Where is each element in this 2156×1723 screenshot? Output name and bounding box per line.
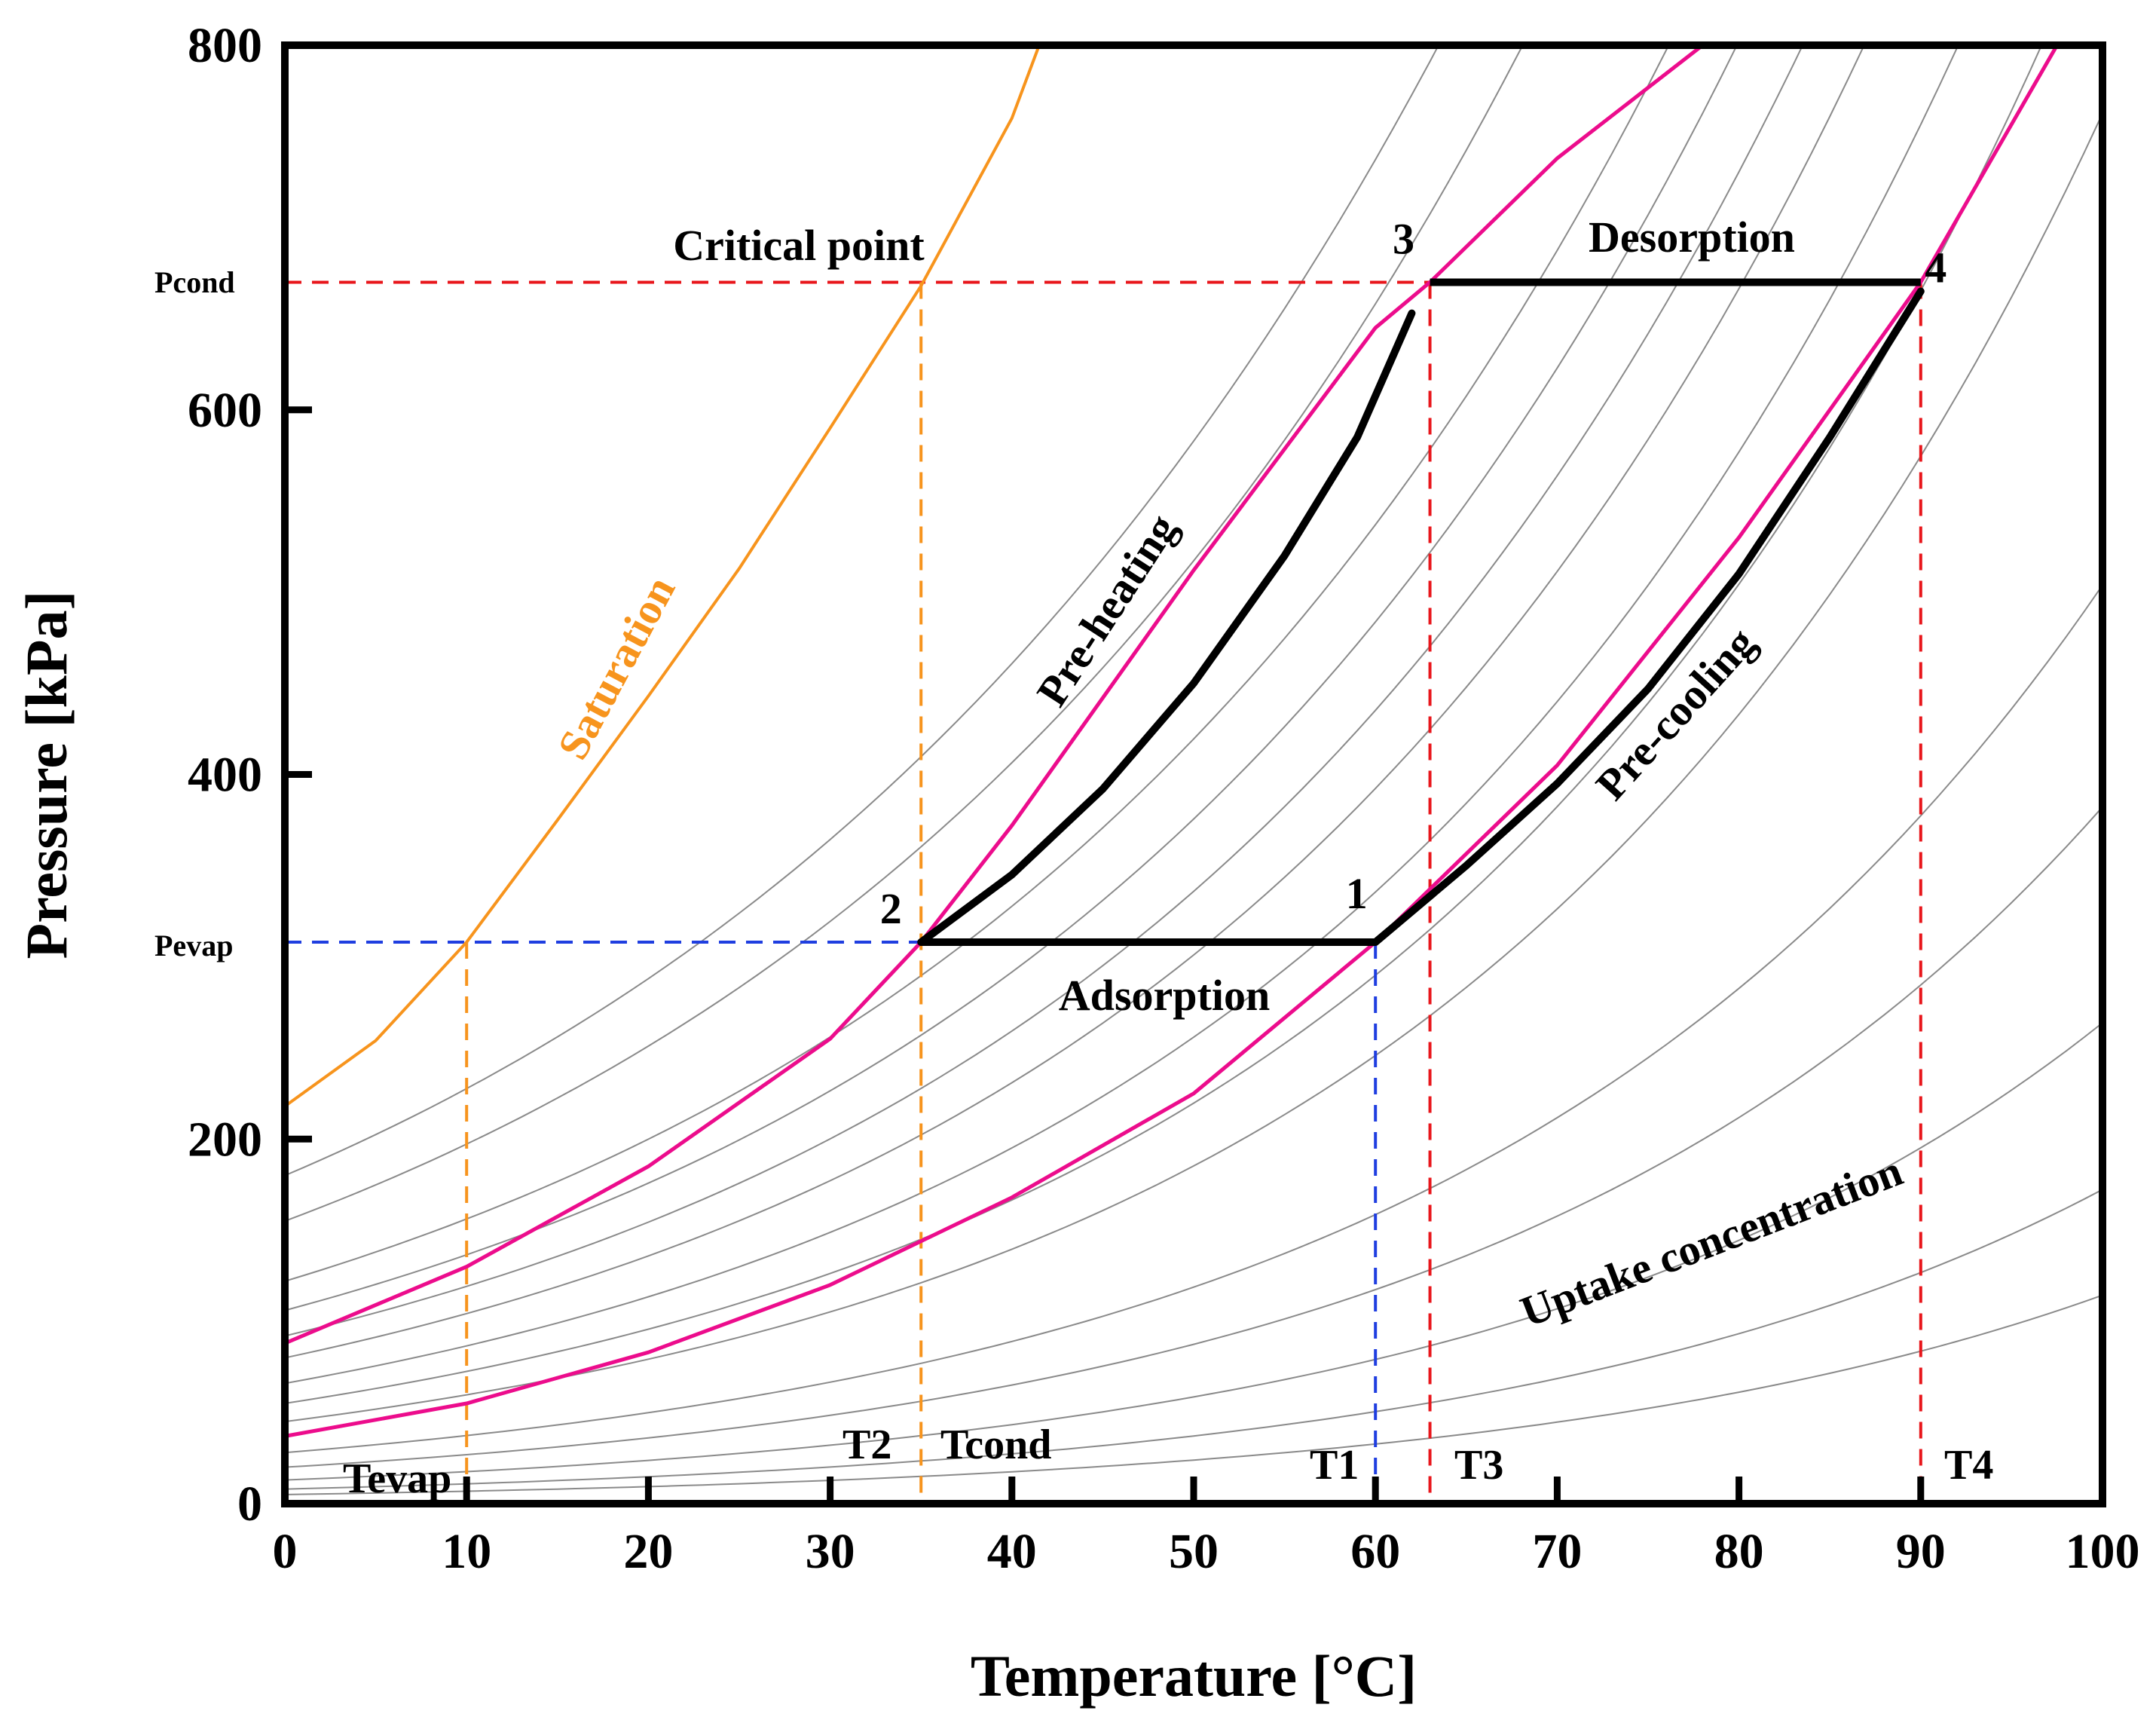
y-tick-label-0: 0 [237, 1477, 262, 1532]
background-isostere-11 [285, 806, 2102, 1468]
tcond-label: Tcond [940, 1422, 1051, 1468]
background-isostere-4 [285, 45, 1738, 1311]
pcond-label: Pcond [154, 265, 235, 299]
x-tick-label-20: 20 [623, 1524, 673, 1579]
saturation-curve [285, 45, 1041, 1108]
background-isostere-6 [285, 45, 1865, 1359]
x-tick-label-60: 60 [1350, 1524, 1400, 1579]
critical-point-label: Critical point [673, 221, 925, 270]
y-tick-label-800: 800 [188, 18, 262, 73]
background-isostere-3 [285, 45, 1670, 1282]
x-tick-label-30: 30 [806, 1524, 855, 1579]
x-tick-label-80: 80 [1714, 1524, 1764, 1579]
cycle-point-labels: 1 2 3 4 [880, 214, 1947, 933]
plot-frame [281, 41, 2106, 1507]
x-tick-label-70: 70 [1532, 1524, 1582, 1579]
t4-label: T4 [1944, 1442, 1993, 1489]
background-isostere-9 [285, 113, 2102, 1423]
cycle-point-1: 1 [1346, 869, 1368, 918]
cycle-point-2: 2 [880, 884, 902, 933]
cycle-point-4: 4 [1925, 243, 1947, 292]
y-axis-title: Pressure [kPa] [14, 591, 79, 959]
cycle-point-3: 3 [1393, 214, 1414, 263]
background-isostere-12 [285, 1022, 2102, 1481]
tevap-label: Tevap [343, 1455, 451, 1502]
tick-labels: 0 10 20 30 40 50 60 70 80 90 100 0 200 400 600 800 [188, 18, 2140, 1579]
background-isostere-10 [285, 584, 2102, 1454]
x-axis-title: Temperature [°C] [971, 1643, 1417, 1709]
pre-cooling-label: Pre-cooling [1586, 618, 1765, 809]
y-tick-label-600: 600 [188, 383, 262, 438]
x-tick-label-40: 40 [987, 1524, 1037, 1579]
pre-heating-curve [917, 309, 1416, 946]
y-tick-label-200: 200 [188, 1112, 262, 1167]
pre-cooling-curve [1372, 287, 1925, 946]
x-tick-label-10: 10 [442, 1524, 491, 1579]
cycle-lines [917, 278, 1925, 947]
x-tick-label-0: 0 [273, 1524, 298, 1579]
background-isostere-2 [285, 45, 1524, 1223]
background-isostere-13 [285, 1189, 2102, 1490]
isostere-2 [285, 45, 2059, 1438]
t1-label: T1 [1310, 1442, 1359, 1489]
x-tick-label-90: 90 [1896, 1524, 1946, 1579]
uptake-concentration-label: Uptake concentration [1514, 1146, 1909, 1336]
saturation-label: Saturation [548, 568, 684, 767]
axis-ticks [285, 406, 1925, 1504]
background-isostere-8 [285, 45, 2043, 1404]
guide-lines [285, 280, 1922, 1504]
background-isosteres [285, 45, 2102, 1495]
pre-heating-label: Pre-heating [1027, 506, 1187, 715]
background-isostere-14 [285, 1294, 2102, 1495]
t2-label: T2 [843, 1422, 891, 1468]
background-isostere-1 [285, 45, 1440, 1177]
desorption-label: Desorption [1589, 213, 1795, 262]
pevap-label: Pevap [154, 929, 233, 962]
x-tick-label-100: 100 [2066, 1524, 2140, 1579]
isostere-1 [285, 45, 1704, 1345]
x-tick-label-50: 50 [1169, 1524, 1219, 1579]
t3-label: T3 [1454, 1442, 1503, 1489]
background-isostere-7 [285, 45, 1959, 1385]
main-curves [285, 45, 2059, 1438]
background-isostere-5 [285, 45, 1804, 1337]
adsorption-label: Adsorption [1059, 971, 1270, 1020]
y-tick-label-400: 400 [188, 748, 262, 803]
